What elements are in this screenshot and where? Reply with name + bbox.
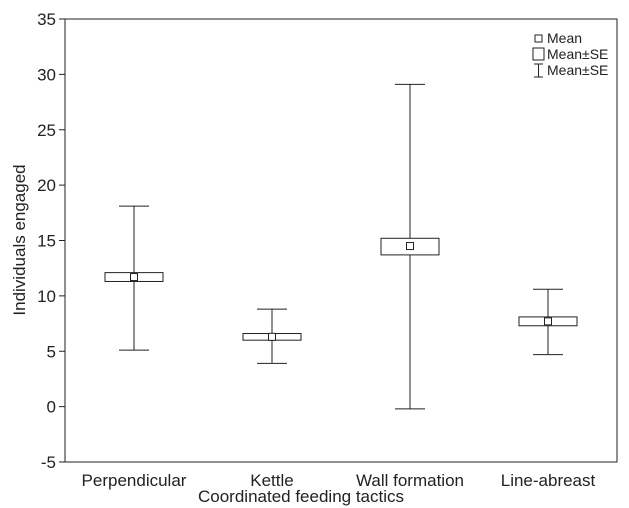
mean-marker (268, 332, 276, 341)
legend-item: Mean±SE (534, 62, 608, 78)
y-tick-label: 25 (37, 121, 56, 140)
box-perpendicular (104, 205, 164, 351)
x-tick-label: Perpendicular (82, 471, 187, 490)
mean-marker (130, 273, 138, 282)
mean-marker (544, 317, 552, 326)
legend-item: Mean±SE (532, 46, 608, 62)
y-tick-label: -5 (41, 453, 56, 472)
x-tick-label: Line-abreast (501, 471, 596, 490)
y-tick-label: 20 (37, 176, 56, 195)
y-tick-label: 0 (47, 398, 56, 417)
y-tick-label: 5 (47, 342, 56, 361)
box-wall-formation (380, 83, 440, 410)
box-line-abreast (518, 288, 578, 356)
box-kettle (242, 308, 302, 364)
plot-area-frame (64, 18, 618, 463)
mean-marker (406, 242, 414, 251)
box-series (104, 83, 578, 410)
y-tick-label: 30 (37, 65, 56, 84)
y-axis-ticks: -5 0 5 10 15 20 25 30 35 (37, 10, 65, 472)
legend-label: Mean±SE (547, 46, 608, 62)
y-tick-label: 10 (37, 287, 56, 306)
legend-mean-symbol (534, 34, 543, 43)
y-tick-label: 15 (37, 232, 56, 251)
legend-label: Mean (547, 30, 582, 46)
x-axis-title: Coordinated feeding tactics (198, 487, 404, 506)
x-tick-label: Kettle (250, 471, 293, 490)
x-axis-tick-labels: Perpendicular Kettle Wall formation Line-ab… (82, 471, 596, 490)
legend-box-symbol (532, 47, 545, 61)
x-tick-label: Wall formation (356, 471, 464, 490)
y-axis-title: Individuals engaged (10, 164, 29, 315)
legend-item: Mean (534, 30, 582, 46)
legend-label: Mean±SE (547, 62, 608, 78)
y-tick-label: 35 (37, 10, 56, 29)
